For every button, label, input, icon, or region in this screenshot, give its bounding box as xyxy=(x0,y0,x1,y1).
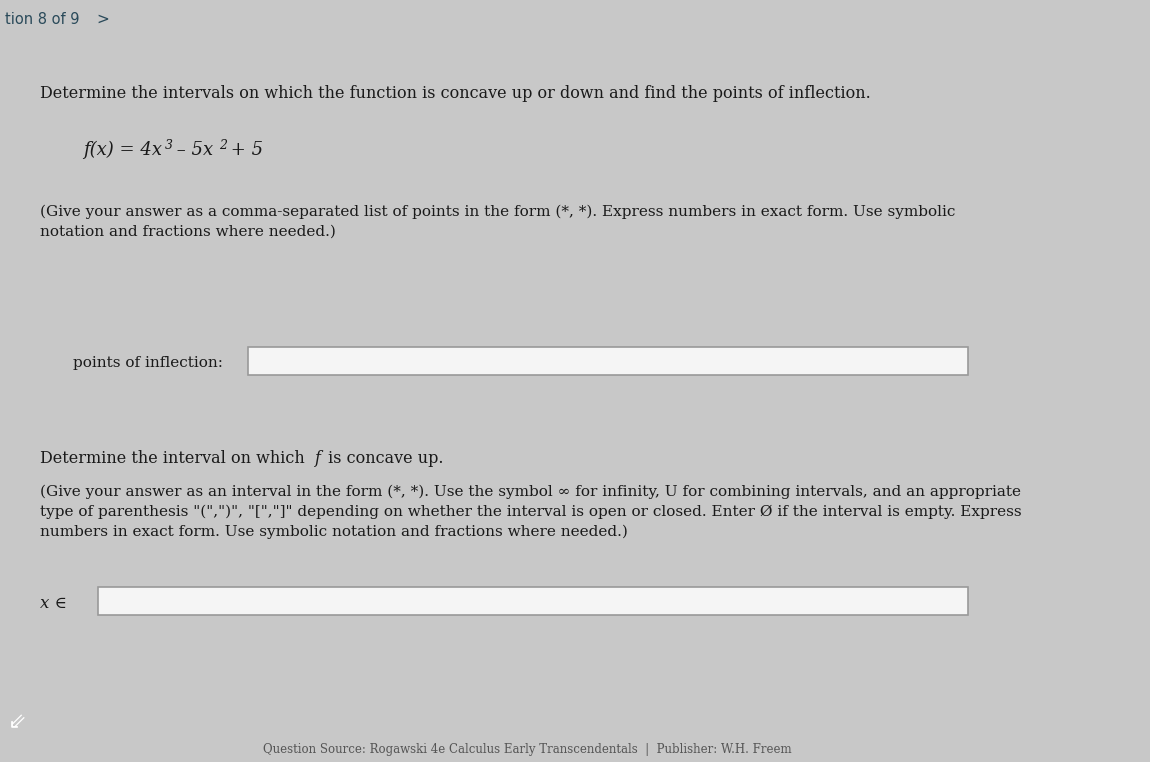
Text: x ∈: x ∈ xyxy=(40,594,67,611)
Text: 3: 3 xyxy=(164,139,172,152)
Text: notation and fractions where needed.): notation and fractions where needed.) xyxy=(40,225,336,239)
Text: Determine the interval on which: Determine the interval on which xyxy=(40,450,309,467)
Text: Determine the intervals on which the function is concave up or down and find the: Determine the intervals on which the fun… xyxy=(40,85,871,102)
Text: f: f xyxy=(315,450,321,467)
Text: is concave up.: is concave up. xyxy=(323,450,444,467)
Text: + 5: + 5 xyxy=(225,141,263,159)
Text: – 5x: – 5x xyxy=(171,141,213,159)
Text: type of parenthesis "(",")", "[","]" depending on whether the interval is open o: type of parenthesis "(",")", "[","]" dep… xyxy=(40,505,1021,520)
Text: numbers in exact form. Use symbolic notation and fractions where needed.): numbers in exact form. Use symbolic nota… xyxy=(40,525,628,539)
Text: tion 8 of 9: tion 8 of 9 xyxy=(6,11,80,27)
Text: (Give your answer as an interval in the form (*, *). Use the symbol ∞ for infini: (Give your answer as an interval in the … xyxy=(40,485,1021,499)
Text: 2: 2 xyxy=(218,139,227,152)
Text: Question Source: Rogawski 4e Calculus Early Transcendentals  |  Publisher: W.H. : Question Source: Rogawski 4e Calculus Ea… xyxy=(263,743,791,756)
Bar xyxy=(248,347,968,375)
Text: (Give your answer as a comma-separated list of points in the form (*, *). Expres: (Give your answer as a comma-separated l… xyxy=(40,205,956,219)
Text: points of inflection:: points of inflection: xyxy=(72,356,223,370)
Text: f(x) = 4x: f(x) = 4x xyxy=(83,141,162,159)
Bar xyxy=(98,587,968,615)
Text: >: > xyxy=(97,11,109,27)
Text: ⇙: ⇙ xyxy=(8,712,26,732)
